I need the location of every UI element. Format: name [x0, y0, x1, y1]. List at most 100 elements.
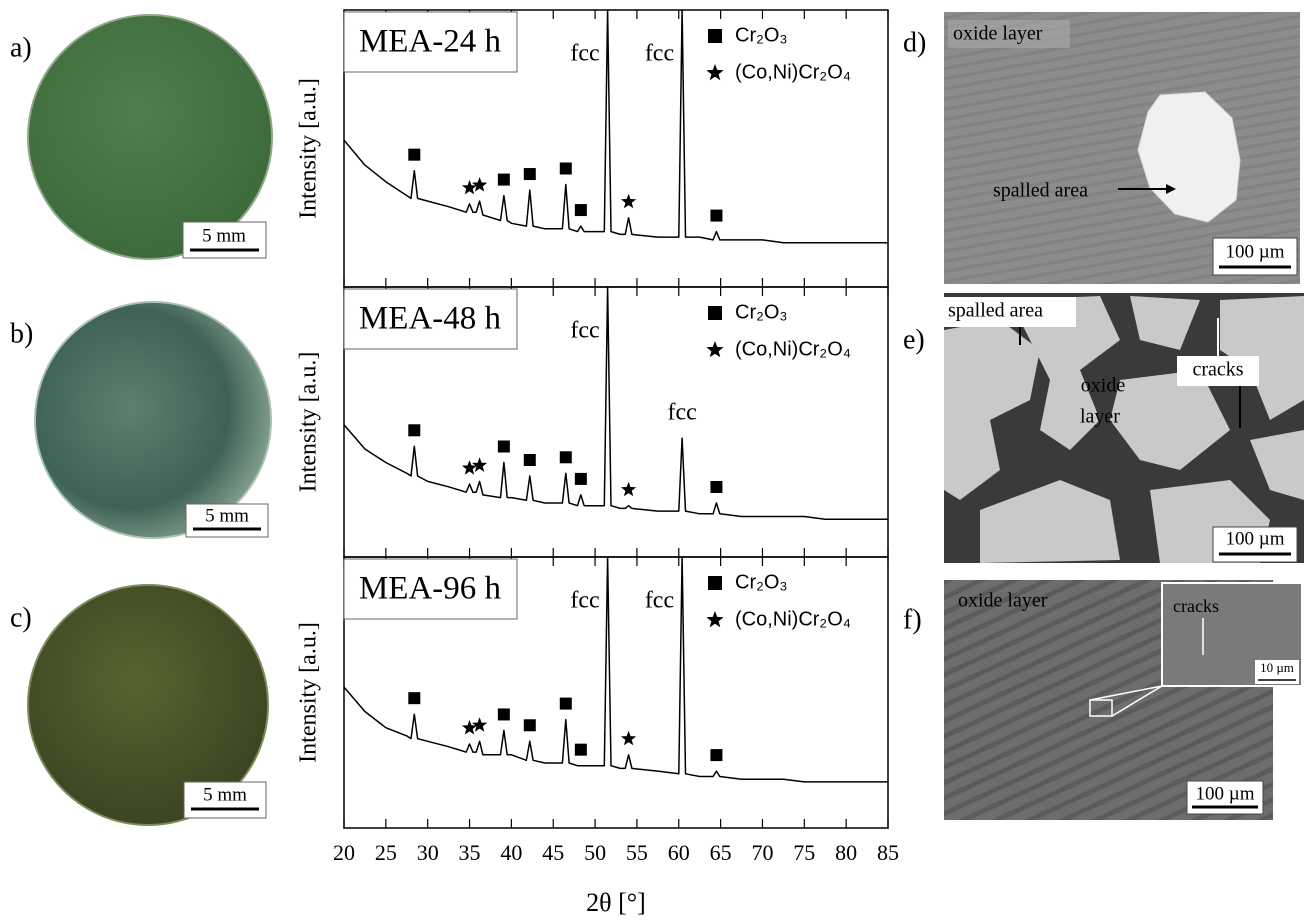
panel-label: f) [903, 604, 922, 635]
panel-label: a) [10, 32, 32, 63]
plot-frame [343, 556, 889, 829]
peak-marker [461, 460, 478, 475]
legend-label: Cr₂O₃ [735, 301, 788, 323]
annotation: layer [1080, 406, 1120, 428]
scale-label: 100 µm [1226, 241, 1285, 262]
x-tick-label: 20 [333, 840, 355, 865]
peak-marker [408, 148, 421, 161]
xrd-trace [343, 556, 888, 783]
peak-marker [497, 440, 510, 453]
zoom-line [1089, 685, 1163, 701]
panel-label: e) [903, 324, 925, 355]
y-axis-label: Intensity [a.u.] [296, 622, 322, 763]
peak-marker [523, 168, 536, 181]
annotation: cracks [1192, 359, 1243, 381]
zoom-box [1089, 699, 1113, 717]
peak-marker [620, 193, 637, 209]
scale-box [185, 503, 269, 538]
legend-symbol [706, 341, 724, 358]
x-tick-label: 50 [584, 840, 606, 865]
annotation: cracks [1173, 596, 1219, 616]
annotation: oxide layer [958, 590, 1048, 612]
x-axis-label: 2θ [°] [586, 888, 646, 917]
annotation: fcc [645, 41, 674, 67]
peak-marker [461, 179, 478, 195]
legend-symbol [706, 64, 724, 81]
scale-label: 5 mm [205, 505, 249, 526]
arrow-head [1166, 184, 1176, 194]
x-tick-label: 55 [626, 840, 648, 865]
peak-marker [710, 481, 723, 493]
peak-marker [574, 472, 587, 485]
peak-marker [559, 451, 572, 464]
legend-label: Cr₂O₃ [735, 571, 788, 593]
x-tick-label: 85 [877, 840, 899, 865]
zoom-line [1111, 685, 1163, 717]
x-tick-label: 60 [668, 840, 690, 865]
legend-label: Cr₂O₃ [735, 24, 788, 46]
peak-marker [497, 173, 510, 186]
annotation: spalled area [948, 300, 1043, 322]
peak-marker [710, 209, 723, 222]
x-tick-label: 80 [835, 840, 857, 865]
x-tick-label: 45 [542, 840, 564, 865]
peak-marker [710, 749, 723, 762]
scale-label: 10 µm [1260, 660, 1294, 675]
peak-marker [574, 204, 587, 217]
peak-marker [408, 424, 421, 437]
scale-label: 5 mm [203, 784, 247, 805]
legend-label: (Co,Ni)Cr₂O₄ [735, 338, 851, 360]
peak-marker [472, 177, 488, 192]
label-bg [944, 297, 1076, 327]
annotation: oxide [1081, 375, 1126, 397]
scale-label: 100 µm [1196, 783, 1255, 804]
oxide-patches [944, 296, 1304, 563]
title-box [343, 288, 518, 350]
xrd-trace [343, 9, 888, 244]
annotation: fcc [570, 41, 599, 67]
y-axis-label: Intensity [a.u.] [296, 78, 322, 219]
title-box [343, 558, 518, 620]
peak-marker [620, 481, 637, 497]
peak-marker [523, 454, 536, 466]
x-tick-label: 25 [375, 840, 397, 865]
sample-disc [27, 14, 273, 260]
legend-label: (Co,Ni)Cr₂O₄ [735, 608, 851, 630]
scale-box [182, 221, 267, 259]
peak-marker [523, 719, 536, 732]
x-tick-label: 65 [710, 840, 732, 865]
panel-label: d) [903, 27, 926, 58]
scale-label: 100 µm [1226, 528, 1285, 549]
y-axis-label: Intensity [a.u.] [296, 352, 322, 493]
peak-marker [620, 730, 637, 746]
peak-marker [559, 162, 572, 175]
scale-box [1212, 237, 1298, 276]
sem-f: f) oxide layer cracks 10 µm 100 µm [903, 580, 1303, 820]
annotation: fcc [645, 588, 674, 614]
peak-marker [559, 697, 572, 710]
annotation: oxide layer [953, 23, 1043, 45]
annotation: fcc [570, 318, 599, 344]
peak-marker [408, 692, 421, 705]
chart-title: MEA-96 h [359, 571, 502, 607]
panel-label: b) [10, 318, 33, 349]
sem-d: d) oxide layer spalled area 100 µm [903, 12, 1300, 284]
legend-symbol [708, 29, 722, 43]
x-tick-label: 40 [500, 840, 522, 865]
legend-symbol [708, 576, 722, 590]
scale-label: 5 mm [202, 225, 246, 246]
label-bg [948, 20, 1070, 48]
chart-title: MEA-24 h [359, 24, 502, 60]
xrd-trace [343, 286, 888, 520]
peak-marker [472, 457, 488, 472]
peak-marker [497, 708, 510, 721]
photo-a: a) 5 mm [10, 14, 273, 260]
x-tick-label: 70 [751, 840, 773, 865]
scale-box [1212, 526, 1298, 563]
sample-disc [34, 301, 272, 539]
photo-b: b) 5 mm [10, 301, 272, 539]
sem-e: e) spalled area oxide layer cracks 100 µ… [903, 293, 1304, 563]
peak-marker [472, 717, 488, 732]
annotation: fcc [667, 400, 696, 426]
x-tick-label: 35 [459, 840, 481, 865]
